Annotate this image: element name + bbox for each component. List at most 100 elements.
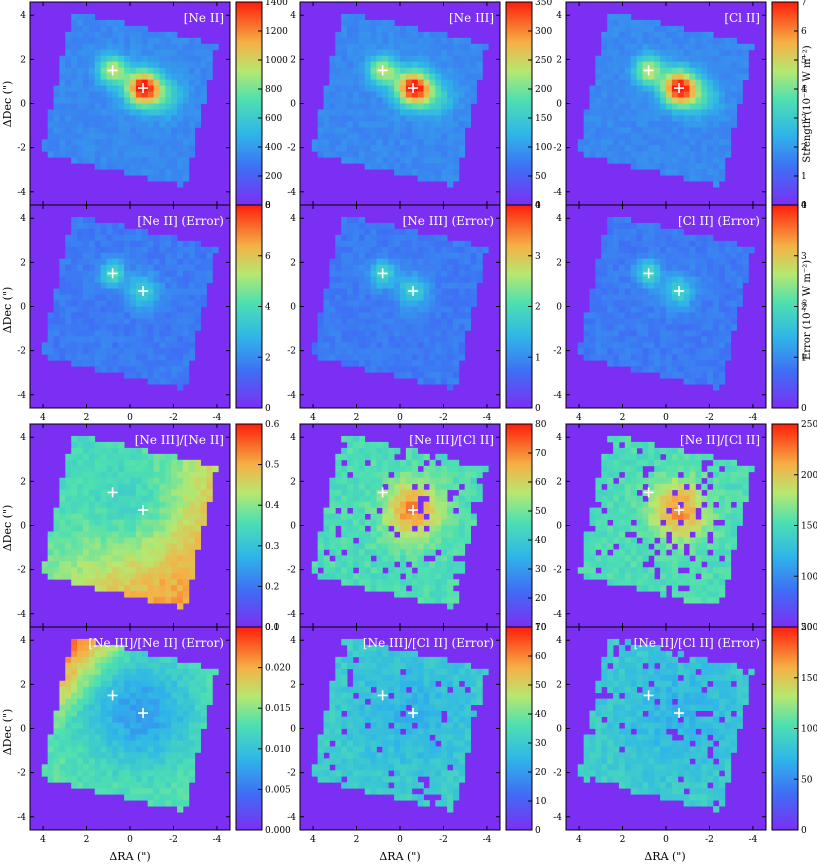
heatmap-cell <box>405 49 413 57</box>
heatmap-cell <box>376 555 383 562</box>
heatmap-cell <box>77 37 84 45</box>
heatmap-cell <box>65 336 72 343</box>
heatmap-cell <box>141 567 149 574</box>
heatmap-cell <box>159 489 166 497</box>
heatmap-cell <box>589 348 596 355</box>
heatmap-cell <box>642 306 649 313</box>
heatmap-cell <box>452 139 460 146</box>
heatmap-cell <box>447 43 454 51</box>
heatmap-cell <box>666 61 673 69</box>
heatmap-cell <box>94 330 101 337</box>
heatmap-cell <box>153 139 160 146</box>
heatmap-cell <box>364 157 371 164</box>
heatmap-cell <box>100 555 107 562</box>
heatmap-cell <box>689 294 696 301</box>
heatmap-cell <box>394 483 401 491</box>
heatmap-cell <box>671 163 679 170</box>
heatmap-cell <box>382 312 389 319</box>
heatmap-cell <box>618 43 626 51</box>
heatmap-cell <box>405 234 413 242</box>
heatmap-cell <box>188 85 196 92</box>
heatmap-cell <box>77 324 84 331</box>
heatmap-cell <box>341 477 348 485</box>
heatmap-cell <box>411 324 419 331</box>
heatmap-cell <box>447 49 454 57</box>
heatmap-cell <box>671 240 679 248</box>
heatmap-cell <box>130 169 137 176</box>
heatmap-cell <box>82 145 90 152</box>
heatmap-cell <box>583 318 590 325</box>
heatmap-cell <box>394 495 401 503</box>
heatmap-cell <box>683 342 690 349</box>
heatmap-cell <box>341 567 348 574</box>
heatmap-cell <box>77 300 84 307</box>
heatmap-cell <box>464 252 471 260</box>
heatmap-cell <box>464 240 471 248</box>
heatmap-cell <box>370 25 377 33</box>
heatmap-cell <box>182 336 190 343</box>
colorbar <box>771 1 799 206</box>
heatmap-cell <box>411 306 419 313</box>
heatmap-cell <box>388 495 395 503</box>
heatmap-cell <box>124 354 131 361</box>
heatmap-cell <box>188 133 196 140</box>
heatmap-cell <box>194 537 201 544</box>
heatmap-cell <box>106 222 113 230</box>
heatmap-cell <box>742 73 749 81</box>
heatmap-cell <box>376 537 383 544</box>
heatmap-cell <box>200 501 207 508</box>
heatmap-cell <box>165 127 172 134</box>
heatmap-cell <box>358 579 366 586</box>
heatmap-cell <box>141 25 149 33</box>
heatmap-cell <box>624 49 632 57</box>
heatmap-cell <box>153 121 160 128</box>
heatmap-cell <box>618 348 626 355</box>
heatmap-cell <box>358 360 366 367</box>
heatmap-cell <box>118 513 125 520</box>
heatmap-cell <box>347 25 354 33</box>
heatmap-cell <box>677 25 685 33</box>
heatmap-cell <box>59 561 66 568</box>
heatmap-cell <box>171 234 178 242</box>
heatmap-cell <box>65 31 72 39</box>
heatmap-cell <box>100 294 107 301</box>
heatmap-cell <box>707 258 714 266</box>
heatmap-cell <box>394 43 401 51</box>
heatmap-cell <box>100 531 107 538</box>
heatmap-cell <box>159 465 166 473</box>
heatmap-cell <box>677 61 685 69</box>
heatmap-cell <box>718 252 726 260</box>
heatmap-cell <box>124 318 131 325</box>
heatmap-cell <box>135 519 143 526</box>
heatmap-cell <box>630 342 637 349</box>
heatmap-cell <box>100 55 107 63</box>
heatmap-cell <box>341 73 348 81</box>
heatmap-cell <box>388 157 395 164</box>
heatmap-cell <box>435 294 442 301</box>
heatmap-cell <box>660 246 667 254</box>
heatmap-cell <box>135 513 143 520</box>
heatmap-cell <box>382 145 389 152</box>
heatmap-cell <box>317 121 324 128</box>
heatmap-cell <box>388 127 395 134</box>
heatmap-cell <box>147 258 154 266</box>
heatmap-cell <box>630 222 637 230</box>
heatmap-cell <box>165 300 172 307</box>
heatmap-cell <box>601 61 608 69</box>
heatmap-cell <box>335 555 342 562</box>
heatmap-cell <box>135 489 143 497</box>
heatmap-cell <box>707 324 714 331</box>
heatmap-cell <box>159 246 166 254</box>
heatmap-cell <box>370 139 377 146</box>
heatmap-cell <box>82 306 90 313</box>
heatmap-cell <box>82 85 90 92</box>
heatmap-cell <box>159 318 166 325</box>
heatmap-cell <box>364 109 371 116</box>
heatmap-cell <box>106 342 113 349</box>
heatmap-cell <box>53 336 60 343</box>
heatmap-cell <box>182 573 190 580</box>
heatmap-cell <box>601 300 608 307</box>
heatmap-cell <box>182 73 190 81</box>
heatmap-cell <box>118 139 125 146</box>
heatmap-cell <box>100 501 107 508</box>
